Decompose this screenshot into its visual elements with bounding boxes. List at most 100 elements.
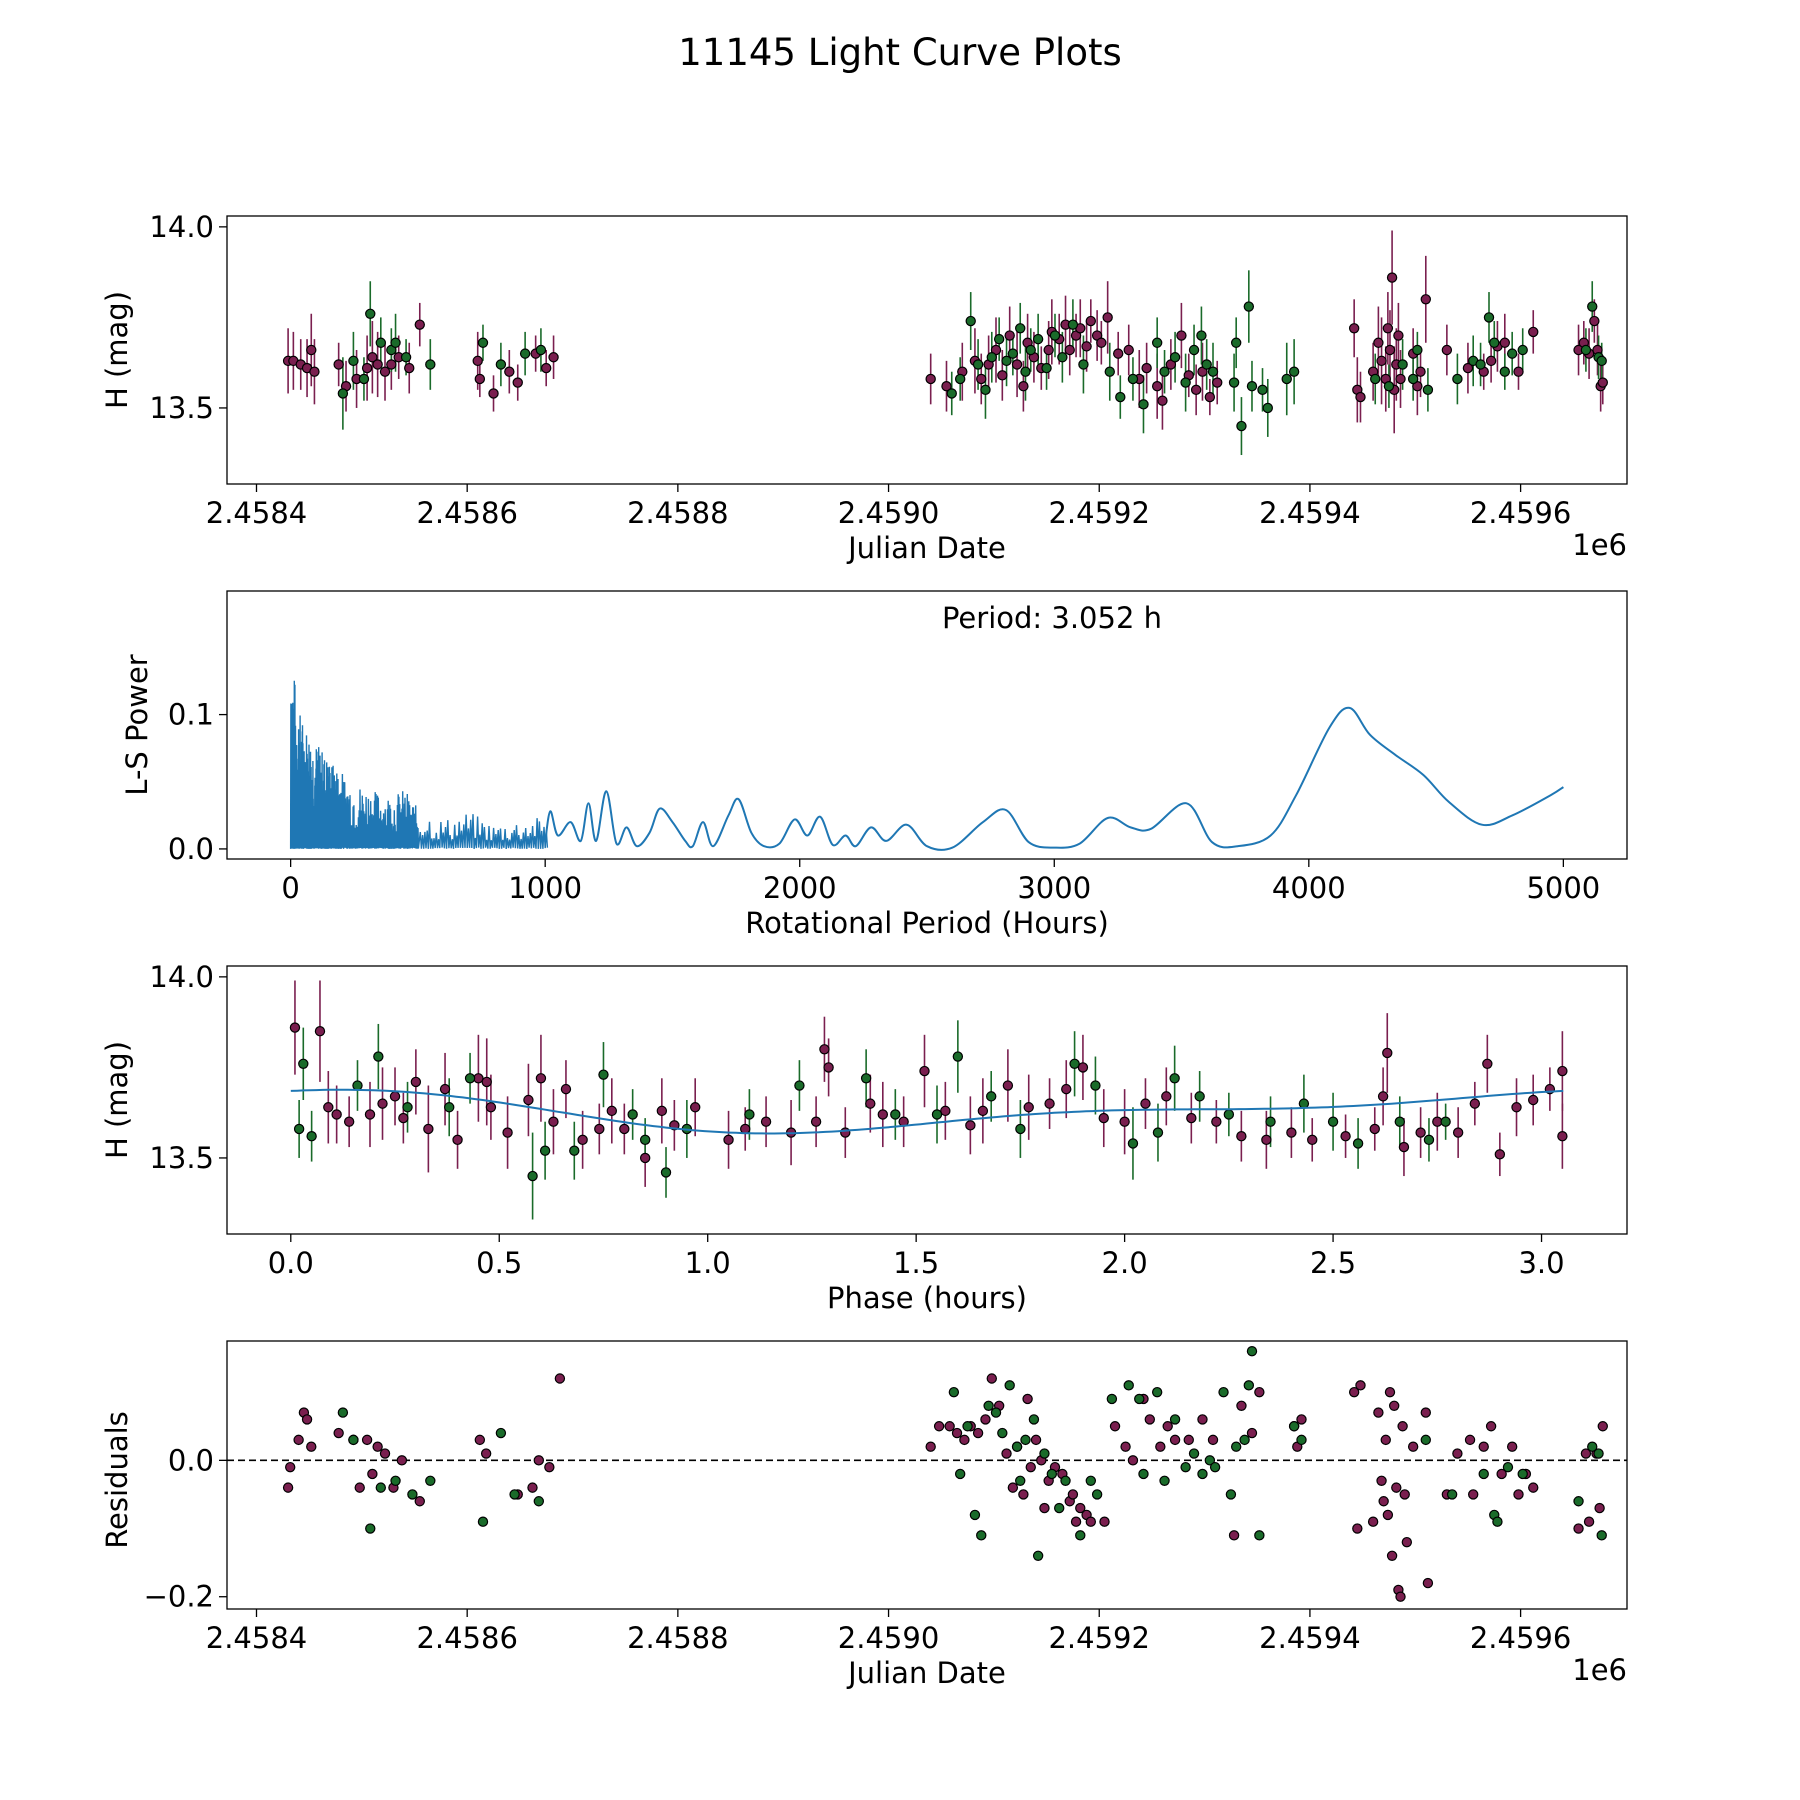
data-point-filter-2	[1517, 1468, 1528, 1480]
data-point-filter-2	[1412, 344, 1423, 356]
data-point-filter-2	[375, 1482, 386, 1493]
data-point-filter-1	[1254, 1386, 1265, 1398]
data-point-filter-1	[1043, 344, 1054, 356]
x-tick-label: 0	[281, 871, 299, 905]
x-tick-label: 2.4586	[416, 1621, 517, 1655]
data-point-filter-1	[823, 1062, 834, 1073]
data-point-filter-1	[1018, 381, 1029, 392]
x-tick-label: 3000	[1017, 871, 1091, 905]
data-point-filter-1	[619, 1123, 630, 1135]
data-point-filter-2	[373, 1051, 384, 1062]
data-point-filter-2	[1032, 1550, 1044, 1562]
panel-residuals: 2.4584 2.4586 2.4588 2.4590 2.4592 2.4594 2.45…	[100, 1340, 1628, 1690]
data-point-filter-1	[1415, 366, 1426, 377]
data-point-filter-1	[1190, 384, 1202, 396]
data-point-filter-2	[1446, 1489, 1458, 1500]
data-point-filter-1	[810, 1116, 822, 1127]
data-point-filter-1	[1155, 1441, 1166, 1452]
y-tick-label: 14.0	[149, 210, 214, 244]
data-point-filter-1	[306, 1441, 317, 1452]
data-point-filter-1	[1499, 337, 1511, 348]
data-point-filter-2	[1489, 337, 1500, 348]
data-point-filter-1	[940, 1105, 951, 1117]
data-point-filter-2	[948, 1386, 960, 1398]
data-point-filter-1	[1044, 1098, 1055, 1109]
data-point-filter-2	[1127, 373, 1139, 385]
data-point-filter-1	[1382, 1509, 1394, 1521]
data-point-filter-1	[1468, 1489, 1479, 1500]
data-point-filter-2	[1239, 1434, 1250, 1446]
data-point-filter-1	[1478, 1441, 1489, 1452]
data-point-filter-1	[1011, 359, 1023, 370]
data-point-filter-2	[1015, 1475, 1026, 1486]
data-point-filter-1	[1140, 1098, 1151, 1109]
data-point-filter-2	[348, 1434, 359, 1446]
phased-ticks: 0.0 0.5 1.0 1.5 2.0 2.5 3.0 13.5 14.0	[149, 960, 1564, 1280]
data-point-filter-1	[1452, 1127, 1464, 1138]
data-point-filter-1	[282, 1482, 294, 1493]
data-point-filter-2	[1004, 1380, 1015, 1391]
data-point-filter-2	[298, 1058, 309, 1069]
y-tick-label: −0.2	[144, 1580, 214, 1614]
data-point-filter-1	[1557, 1131, 1568, 1142]
data-point-filter-1	[1183, 1434, 1194, 1446]
data-point-filter-1	[1355, 1380, 1366, 1391]
data-point-filter-1	[343, 1116, 355, 1127]
data-point-filter-2	[539, 1145, 551, 1156]
data-point-filter-2	[1067, 319, 1079, 330]
data-point-filter-2	[1246, 1346, 1258, 1357]
data-point-filter-1	[410, 1076, 422, 1088]
data-point-filter-2	[365, 1523, 376, 1534]
x-tick-label: 2.4586	[416, 496, 517, 530]
data-point-filter-2	[1015, 323, 1026, 334]
data-point-filter-1	[819, 1044, 830, 1055]
data-point-filter-2	[1090, 1080, 1101, 1091]
residuals-ylabel: Residuals	[100, 1411, 134, 1549]
data-point-filter-2	[639, 1134, 651, 1146]
data-point-filter-2	[1587, 1441, 1598, 1452]
data-point-filter-2	[495, 359, 507, 370]
periodogram-ylabel: L-S Power	[120, 654, 154, 795]
data-point-filter-2	[1452, 373, 1463, 385]
data-point-filter-2	[976, 1530, 987, 1541]
data-point-filter-1	[398, 1112, 409, 1124]
data-point-filter-1	[1081, 341, 1092, 352]
data-point-filter-1	[306, 344, 317, 356]
panel-lightcurve: 2.4584 2.4586 2.4588 2.4590 2.4592 2.4594 2.45…	[100, 210, 1628, 565]
data-point-filter-2	[860, 1073, 872, 1084]
data-point-filter-2	[1025, 344, 1036, 356]
data-point-filter-1	[1393, 330, 1404, 341]
x-tick-label: 2.4584	[206, 496, 307, 530]
data-point-filter-2	[1296, 1434, 1307, 1446]
data-point-filter-1	[1580, 1448, 1592, 1459]
lightcurve-ylabel: H (mag)	[100, 291, 134, 409]
data-point-filter-1	[1391, 1482, 1402, 1493]
data-point-filter-1	[1511, 1102, 1522, 1113]
data-point-filter-2	[1020, 366, 1031, 377]
data-point-filter-2	[1159, 1475, 1170, 1486]
data-point-filter-1	[1557, 1065, 1568, 1077]
data-point-filter-2	[993, 333, 1005, 345]
x-tick-label: 4000	[1272, 871, 1346, 905]
data-point-filter-1	[535, 1073, 547, 1084]
data-point-filter-1	[452, 1134, 463, 1146]
data-point-filter-1	[972, 1427, 984, 1439]
data-point-filter-2	[1352, 1138, 1364, 1149]
data-point-filter-2	[952, 1051, 964, 1062]
data-point-filter-2	[1188, 1448, 1200, 1459]
data-point-filter-2	[1502, 1461, 1514, 1473]
y-tick-label: 0.1	[168, 698, 214, 732]
phased-xlabel: Phase (hours)	[827, 1281, 1027, 1315]
data-point-filter-1	[1119, 1116, 1130, 1127]
data-point-filter-1	[606, 1105, 618, 1117]
data-point-filter-2	[1123, 1380, 1134, 1391]
data-point-filter-1	[1527, 1094, 1539, 1106]
data-point-filter-2	[1085, 1475, 1097, 1486]
data-point-filter-1	[372, 359, 383, 370]
x-tick-label: 2.4592	[1048, 496, 1149, 530]
data-point-filter-2	[1230, 1441, 1242, 1452]
data-point-filter-2	[1423, 1134, 1435, 1146]
data-point-filter-2	[527, 1170, 538, 1182]
data-point-filter-2	[1151, 337, 1163, 348]
data-point-filter-2	[1134, 1393, 1145, 1405]
